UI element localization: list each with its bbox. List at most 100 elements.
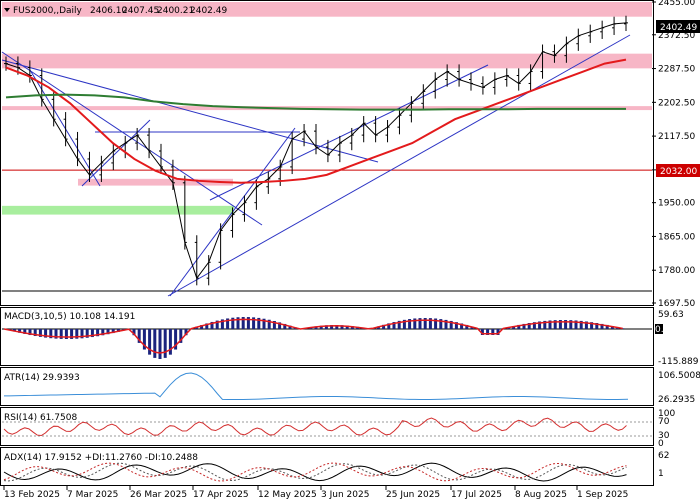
macd-bar — [564, 320, 568, 329]
rsi-panel-frame — [0, 407, 654, 446]
macd-tick-bottom: -115.889 — [658, 357, 699, 367]
macd-bar — [345, 325, 349, 329]
ohlc-open: 2406.10 — [90, 6, 127, 16]
macd-bar — [288, 325, 292, 329]
macd-bar — [215, 320, 219, 329]
macd-bar — [210, 321, 214, 329]
macd-bar — [278, 322, 282, 329]
atr-label: ATR(14) 29.9393 — [4, 373, 80, 383]
price-axis: 2455.00 2372.50 2287.50 2202.50 2117.50 2032.… — [652, 0, 695, 309]
macd-bar — [168, 329, 172, 355]
chart-header: FUS2000,,Daily 2406.10 2407.45 2400.21 2… — [4, 6, 227, 16]
macd-bar — [184, 329, 188, 336]
macd-bar — [376, 326, 380, 329]
horizontal-level-line — [2, 169, 652, 292]
atr-panel: ATR(14) 29.9393 106.5008 26.2935 — [3, 371, 700, 405]
macd-bar — [80, 329, 84, 339]
macd-bar — [23, 329, 27, 334]
price-series — [4, 15, 628, 286]
x-tick-label: 26 Mar 2025 — [130, 490, 187, 500]
macd-bar — [538, 321, 542, 329]
macd-bar — [340, 325, 344, 329]
symbol-triangle-icon — [4, 8, 10, 12]
macd-bar — [543, 320, 547, 329]
macd-bar — [148, 329, 152, 355]
macd-bar — [574, 320, 578, 329]
macd-bar — [12, 329, 16, 332]
macd-bar — [262, 318, 266, 329]
macd-panel: MACD(3,10,5) 10.108 14.191 59.63 0.00 -1… — [2, 310, 699, 367]
ohlc-high: 2407.45 — [122, 6, 159, 16]
macd-bar — [85, 329, 89, 338]
macd-bar — [64, 329, 68, 339]
atr-panel-frame — [0, 367, 654, 406]
macd-bar — [137, 329, 141, 343]
macd-bar — [610, 326, 614, 329]
macd-tick-zero: 0.00 — [655, 325, 675, 335]
macd-bar — [595, 323, 599, 329]
zone-3 — [78, 178, 233, 186]
macd-bar — [402, 319, 406, 329]
macd-bar — [449, 320, 453, 329]
macd-bar — [397, 320, 401, 329]
price-tick-label: 1697.50 — [658, 299, 695, 309]
macd-bar — [621, 328, 625, 329]
macd-bar — [283, 323, 287, 329]
macd-bar — [75, 329, 79, 339]
macd-bar — [605, 324, 609, 329]
macd-bar — [267, 319, 271, 329]
macd-bar — [246, 317, 250, 329]
macd-bar — [486, 329, 490, 335]
macd-bar — [454, 322, 458, 329]
price-line — [5, 22, 627, 280]
trendline-5 — [167, 34, 631, 297]
macd-bar — [314, 326, 318, 329]
macd-tick-top: 59.63 — [658, 310, 684, 320]
macd-bar — [241, 317, 245, 329]
x-tick-label: 12 May 2025 — [258, 490, 317, 500]
x-tick-label: 13 Feb 2025 — [4, 490, 60, 500]
macd-bar — [116, 329, 120, 332]
panel-frames — [0, 0, 654, 486]
macd-bar — [532, 322, 536, 329]
ohlc-close: 2402.49 — [190, 6, 227, 16]
ma-fast-line — [5, 58, 627, 184]
macd-bar — [439, 319, 443, 329]
svg-text:2032.00: 2032.00 — [660, 167, 697, 177]
price-tick-label: 2287.50 — [658, 65, 695, 75]
rsi-tick-0: 0 — [658, 439, 664, 449]
adx-label: ADX(14) 17.9152 +DI:11.2760 -DI:10.2488 — [4, 453, 198, 463]
trendlines — [1, 34, 631, 297]
macd-bar — [496, 329, 500, 335]
macd-signal-line — [3, 318, 623, 354]
price-tick-label: 2372.50 — [658, 31, 695, 41]
macd-bar — [49, 329, 53, 339]
macd-bar — [522, 323, 526, 329]
ohlc-low: 2400.21 — [157, 6, 194, 16]
macd-bar — [423, 318, 427, 329]
macd-bar — [600, 323, 604, 329]
price-tick-label: 2455.00 — [658, 0, 695, 8]
macd-bar — [512, 326, 516, 329]
macd-bar — [465, 324, 469, 329]
macd-bar — [527, 323, 531, 329]
macd-bar — [231, 317, 235, 329]
macd-panel-frame — [0, 307, 654, 366]
atr-tick-top: 106.5008 — [658, 371, 700, 381]
macd-bar — [428, 318, 432, 329]
ma-slow-line — [5, 93, 626, 111]
macd-bar — [548, 320, 552, 329]
macd-bar — [252, 317, 256, 329]
x-tick-label: 8 Aug 2025 — [515, 490, 567, 500]
macd-bar — [101, 329, 105, 336]
macd-bar — [491, 329, 495, 335]
macd-bar — [174, 329, 178, 350]
macd-bar — [179, 329, 183, 343]
macd-bar — [59, 329, 63, 339]
macd-bar — [590, 322, 594, 329]
macd-bar — [584, 321, 588, 329]
macd-bar — [33, 329, 37, 337]
adx-tick-bottom: 1 — [658, 469, 664, 479]
macd-bar — [460, 323, 464, 329]
